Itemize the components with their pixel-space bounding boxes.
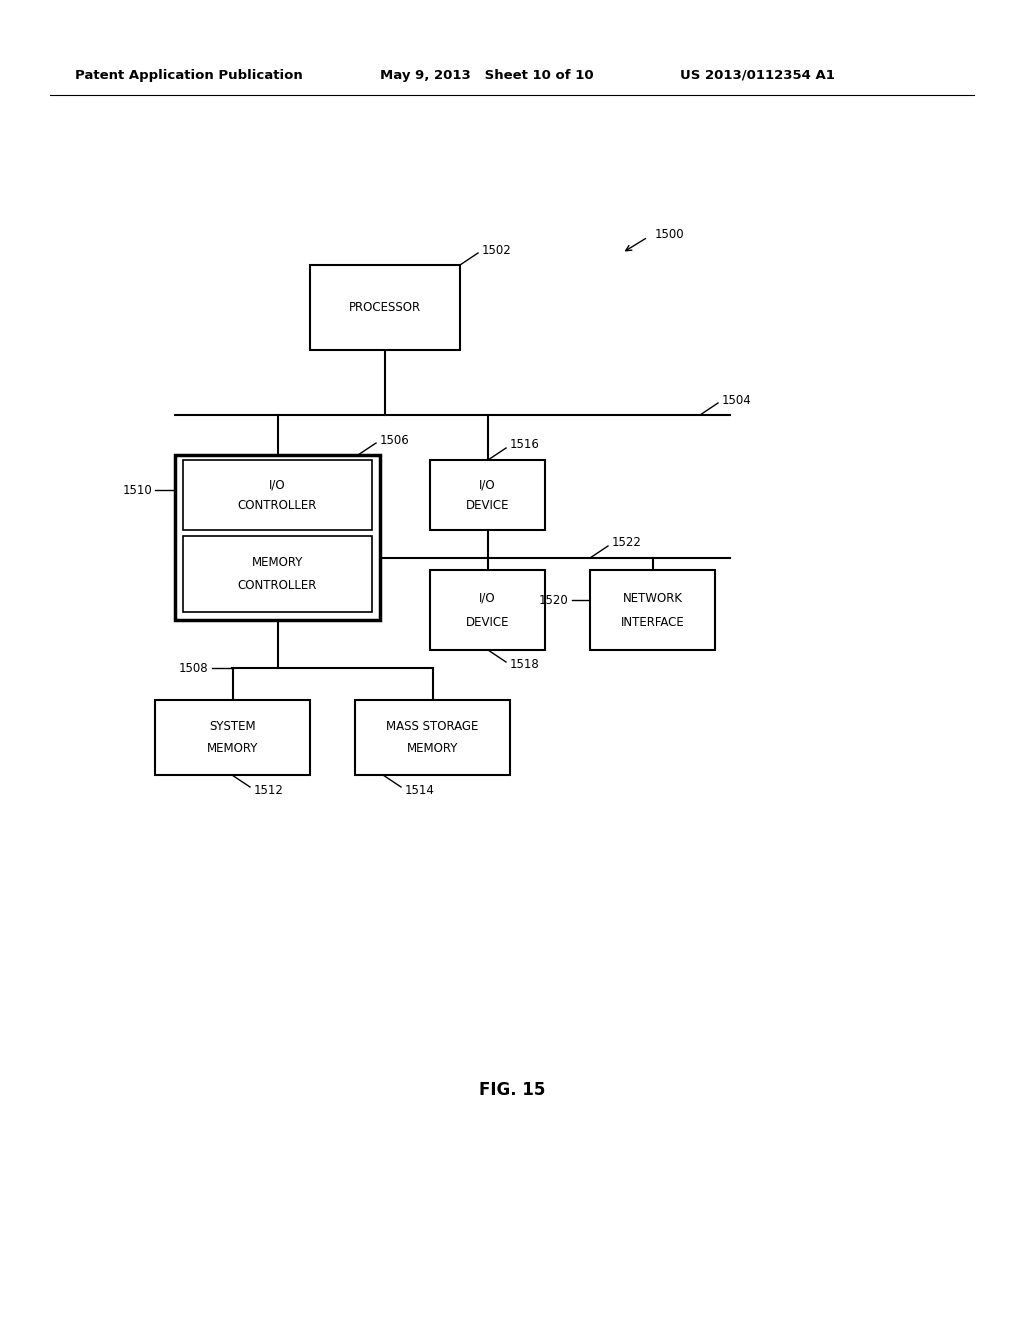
Text: 1522: 1522 (612, 536, 642, 549)
Text: 1518: 1518 (510, 659, 540, 672)
Bar (430, 459, 545, 531)
Text: MEMORY: MEMORY (207, 742, 258, 755)
Bar (355, 700, 510, 775)
Text: DEVICE: DEVICE (466, 615, 509, 628)
Bar (590, 570, 715, 649)
Text: May 9, 2013   Sheet 10 of 10: May 9, 2013 Sheet 10 of 10 (380, 69, 594, 82)
Text: 1504: 1504 (722, 393, 752, 407)
Text: 1514: 1514 (406, 784, 435, 796)
Text: US 2013/0112354 A1: US 2013/0112354 A1 (680, 69, 835, 82)
Bar (175, 455, 380, 620)
Bar (183, 459, 372, 531)
Text: MASS STORAGE: MASS STORAGE (386, 719, 478, 733)
Text: CONTROLLER: CONTROLLER (238, 579, 317, 591)
Text: CONTROLLER: CONTROLLER (238, 499, 317, 512)
Text: SYSTEM: SYSTEM (209, 719, 256, 733)
Text: 1516: 1516 (510, 438, 540, 451)
Text: I/O: I/O (479, 591, 496, 605)
Text: MEMORY: MEMORY (252, 556, 303, 569)
Text: FIG. 15: FIG. 15 (479, 1081, 545, 1100)
Text: INTERFACE: INTERFACE (621, 615, 684, 628)
Text: 1506: 1506 (380, 433, 410, 446)
Text: PROCESSOR: PROCESSOR (349, 301, 421, 314)
Text: 1500: 1500 (655, 227, 685, 240)
Bar (430, 570, 545, 649)
Text: 1508: 1508 (178, 661, 208, 675)
Text: 1502: 1502 (482, 243, 512, 256)
Text: 1510: 1510 (122, 483, 152, 496)
Bar (183, 536, 372, 612)
Text: 1520: 1520 (539, 594, 568, 606)
Text: DEVICE: DEVICE (466, 499, 509, 512)
Text: NETWORK: NETWORK (623, 591, 683, 605)
Text: 1512: 1512 (254, 784, 284, 796)
Bar (155, 700, 310, 775)
Text: MEMORY: MEMORY (407, 742, 458, 755)
Bar (310, 265, 460, 350)
Text: Patent Application Publication: Patent Application Publication (75, 69, 303, 82)
Text: I/O: I/O (269, 478, 286, 491)
Text: I/O: I/O (479, 478, 496, 491)
